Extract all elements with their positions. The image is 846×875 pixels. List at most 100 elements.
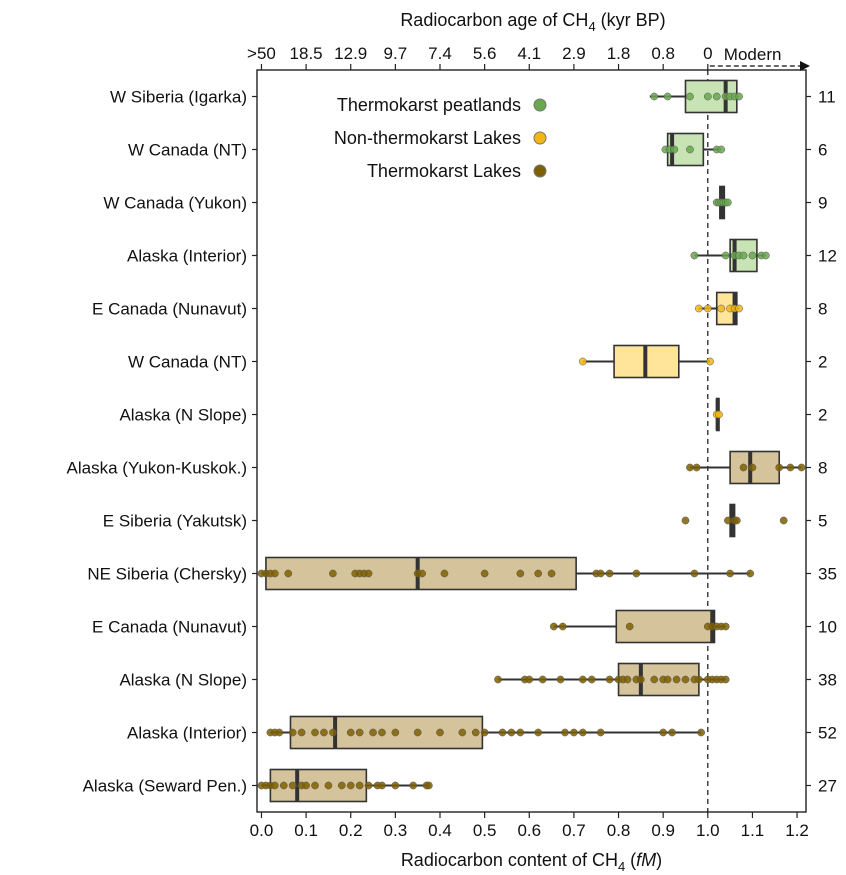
category-label: E Canada (Nunavut) [92,618,247,637]
row-12: Alaska (Interior) 52 [127,715,837,750]
top-tick-label: 1.8 [607,44,631,63]
data-point [424,781,433,790]
legend-marker [533,131,547,145]
data-point [480,728,489,737]
data-point [329,569,337,578]
data-point [735,304,743,313]
data-point [329,728,337,737]
row-10: E Canada (Nunavut) 10 [92,609,837,644]
data-point [534,569,543,578]
x-tick-label: 0.8 [607,821,631,840]
x-tick-label: 0.3 [384,821,408,840]
data-point [663,92,672,101]
data-point [726,569,734,578]
data-point [498,728,507,737]
data-point [632,569,641,578]
data-point [288,728,297,737]
data-point [271,781,279,790]
data-point [672,675,681,684]
category-label: Alaska (Seward Pen.) [83,777,247,796]
data-point [659,728,668,737]
data-point [706,357,714,366]
data-point [570,728,578,737]
category-label: E Siberia (Yakutsk) [103,512,247,531]
data-point [337,781,346,790]
top-tick-label: 2.9 [562,44,586,63]
legend-label: Thermokarst peatlands [337,95,521,115]
row-13: Alaska (Seward Pen.) 27 [83,768,837,803]
x-tick-label: 0.6 [517,821,541,840]
data-point [732,516,741,525]
legend-label: Non-thermokarst Lakes [334,128,521,148]
sample-count-label: 27 [818,777,837,796]
data-point [440,569,449,578]
data-point [775,463,784,472]
data-point [663,675,672,684]
data-point [378,728,386,737]
data-point [681,516,690,525]
category-label: Alaska (N Slope) [119,671,247,690]
data-point [538,675,547,684]
data-point [703,304,712,313]
data-point [670,145,679,154]
modern-label: Modern [724,45,782,64]
data-point [786,463,795,472]
data-point [690,251,699,260]
x-tick-label: 0.7 [562,821,586,840]
row-3: Alaska (Interior) 12 [127,238,837,273]
row-0: W Siberia (Igarka) 11 [110,79,836,114]
data-point [436,728,444,737]
data-point [391,728,400,737]
data-point [311,728,319,737]
top-tick-label: 0 [703,44,712,63]
data-point [712,92,721,101]
data-point [717,304,726,313]
row-7: Alaska (Yukon-Kuskok.) 8 [67,450,827,485]
data-point [797,463,806,472]
category-label: Alaska (Interior) [127,724,247,743]
data-point [458,728,467,737]
legend-marker [533,98,547,112]
data-point [748,463,757,472]
data-point [578,728,587,737]
sample-count-label: 35 [818,565,837,584]
data-point [578,675,587,684]
row-6: Alaska (N Slope) 2 [119,397,827,432]
plot-frame [256,69,807,813]
category-label: Alaska (N Slope) [119,406,247,425]
data-point [297,728,306,737]
row-4: E Canada (Nunavut) 8 [92,291,827,326]
category-label: W Canada (NT) [128,353,247,372]
data-point [346,781,355,790]
data-point [311,781,319,790]
x-tick-label: 0.1 [294,821,318,840]
top-tick-label: 7.4 [428,44,452,63]
top-tick-label: >50 [247,44,276,63]
data-point [558,622,567,631]
data-point [549,622,558,631]
top-tick-label: 4.1 [517,44,541,63]
category-label: W Canada (NT) [128,141,247,160]
legend: Thermokarst peatlands Non-thermokarst Lak… [334,95,547,181]
data-point [748,251,757,260]
data-point [534,728,543,737]
x-tick-label: 0.0 [250,821,274,840]
legend-label: Thermokarst Lakes [367,161,521,181]
data-point [721,251,730,260]
row-11: Alaska (N Slope) 38 [119,662,837,697]
row-2: W Canada (Yukon) 9 [103,185,827,220]
data-point [471,728,480,737]
data-point [279,781,288,790]
data-point [690,569,699,578]
sample-count-label: 52 [818,724,837,743]
category-label: W Canada (Yukon) [103,194,247,213]
data-point [413,728,422,737]
category-label: E Canada (Nunavut) [92,300,247,319]
x-tick-label: 1.1 [741,821,765,840]
sample-count-label: 10 [818,618,837,637]
data-point [761,251,770,260]
data-point [779,516,788,525]
data-point [625,622,634,631]
data-point [739,463,748,472]
